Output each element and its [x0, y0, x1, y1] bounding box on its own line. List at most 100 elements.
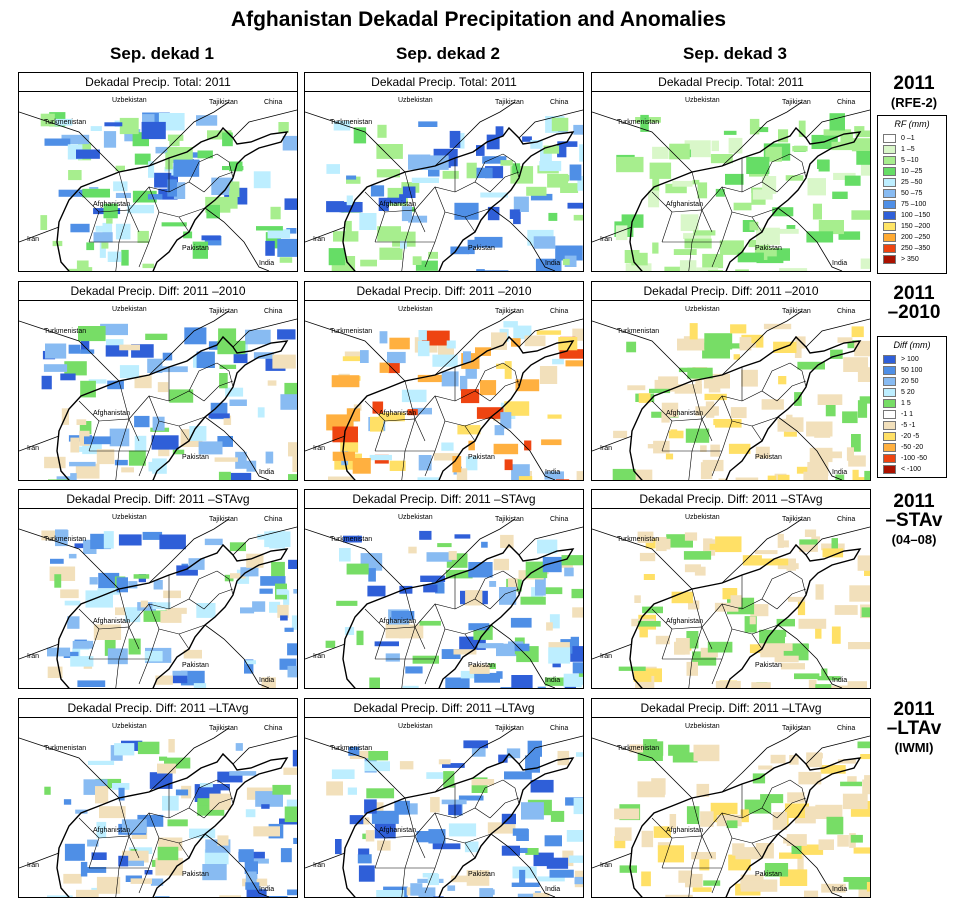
precip-cell [448, 551, 457, 560]
precip-cell [573, 797, 583, 815]
precip-cell [326, 164, 340, 174]
province-boundary [464, 833, 492, 844]
panel-title: Dekadal Precip. Diff: 2011 –STAvg [19, 490, 297, 509]
precip-cell [151, 435, 179, 450]
precip-cell [722, 343, 744, 349]
precip-cell [335, 839, 342, 855]
map-label-iran: Iran [313, 445, 326, 452]
country-boundary [305, 435, 346, 452]
precip-cell [536, 330, 562, 335]
precip-cell [637, 781, 665, 798]
precip-cell [572, 328, 583, 341]
precip-cell [633, 669, 652, 682]
map-label-pakistan: Pakistan [468, 662, 495, 669]
country-boundary [805, 318, 870, 348]
precip-cell [798, 120, 806, 137]
precip-cell [44, 138, 71, 146]
legend-entry: -1 1 [883, 409, 946, 420]
precip-cell [48, 118, 73, 126]
precip-cell [808, 679, 817, 688]
precip-cell [223, 415, 232, 425]
precip-cell [192, 241, 208, 259]
precip-cell [697, 182, 708, 199]
legend-entry: 20 50 [883, 376, 946, 387]
precip-cell [549, 869, 574, 878]
precip-cell [495, 126, 504, 137]
province-boundary [404, 171, 416, 211]
precip-cell [432, 354, 458, 367]
precip-cell [789, 755, 799, 765]
province-boundary [761, 570, 791, 600]
map-label-afghanistan: Afghanistan [666, 618, 703, 625]
precip-cell [70, 473, 77, 480]
legend-entry: > 350 [883, 254, 946, 265]
precip-cell [851, 326, 864, 338]
precip-cell [173, 182, 186, 199]
precip-cell [419, 530, 432, 540]
precip-cell [537, 587, 563, 595]
precip-cell [287, 643, 297, 656]
precip-cell [704, 393, 727, 401]
map-label-iran: Iran [313, 862, 326, 869]
province-boundary [118, 797, 130, 837]
precip-cell [504, 459, 513, 471]
precip-cell [479, 888, 494, 897]
precip-cell [88, 379, 107, 384]
precip-cell [364, 761, 390, 772]
precip-cell [848, 455, 866, 467]
precip-cell [261, 677, 276, 688]
precip-cell [387, 197, 406, 204]
precip-cell [216, 784, 230, 791]
precip-cell [142, 263, 154, 269]
precip-cell [741, 334, 763, 343]
precip-cell [401, 206, 412, 222]
precip-cell [854, 340, 870, 357]
map-label-uzbekistan: Uzbekistan [112, 97, 147, 104]
precip-cell [163, 590, 181, 599]
precip-cell [645, 538, 656, 549]
precip-cell [572, 662, 583, 674]
country-boundary [305, 226, 346, 243]
precip-cell [570, 636, 579, 653]
precip-cell [557, 143, 567, 158]
legend-entry: 150 –200 [883, 221, 946, 232]
precip-cell [45, 343, 67, 359]
precip-cell [91, 852, 107, 860]
map-label-afghanistan: Afghanistan [379, 618, 416, 625]
precip-cell [652, 146, 669, 159]
precip-cell [639, 552, 656, 562]
precip-cell [847, 340, 860, 349]
map-label-turkmenistan: Turkmenistan [330, 119, 373, 126]
province-boundary [464, 216, 476, 233]
precip-cell [573, 214, 583, 221]
precip-cell [246, 553, 264, 568]
precip-cell [196, 603, 216, 618]
legend-entry: 25 –50 [883, 177, 946, 188]
map-label-iran: Iran [600, 653, 613, 660]
precip-cell [843, 877, 870, 882]
precip-cell [501, 845, 520, 856]
precip-cell [857, 367, 870, 382]
country-boundary [305, 111, 406, 173]
precip-cell [371, 810, 399, 824]
map-label-china: China [837, 516, 856, 523]
country-boundary [19, 435, 60, 452]
precip-cell [438, 759, 451, 765]
precip-cell [76, 149, 100, 159]
precip-cell [804, 529, 817, 537]
map-label-afghanistan: Afghanistan [666, 827, 703, 834]
precip-cell [80, 380, 96, 398]
precipitation-map [592, 518, 870, 688]
precip-cell [68, 553, 77, 559]
country-boundary [721, 518, 803, 584]
precip-cell [507, 578, 518, 590]
precip-cell [280, 848, 292, 863]
precip-cell [648, 190, 660, 208]
precip-cell [256, 226, 283, 231]
province-boundary [364, 608, 386, 660]
province-boundary [751, 633, 763, 650]
precip-cell [365, 830, 375, 842]
precip-cell [627, 385, 646, 391]
precip-cell [482, 156, 507, 164]
map-label-turkmenistan: Turkmenistan [44, 745, 87, 752]
